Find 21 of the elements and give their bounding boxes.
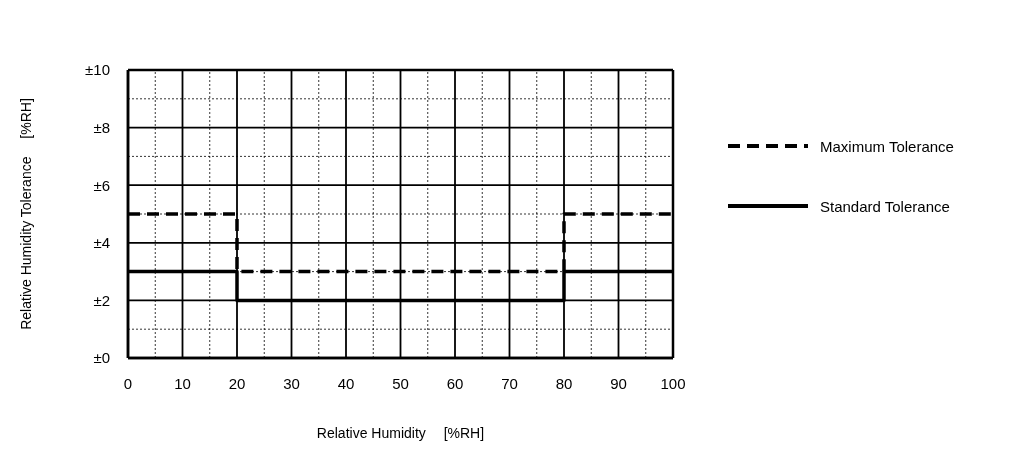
y-tick-label: ±8 xyxy=(93,118,110,136)
x-tick-label: 50 xyxy=(392,374,409,392)
y-tick-label: ±2 xyxy=(93,291,110,309)
x-tick-label: 90 xyxy=(610,374,627,392)
x-tick-label: 10 xyxy=(174,374,191,392)
x-tick-label: 20 xyxy=(228,374,246,392)
y-tick-label: ±6 xyxy=(93,176,110,194)
x-tick-label: 70 xyxy=(501,374,518,392)
x-tick-label: 0 xyxy=(123,374,133,392)
x-axis-title: Relative Humidity [%RH] xyxy=(316,425,485,441)
y-tick-label: ±0 xyxy=(93,349,110,367)
x-tick-label: 30 xyxy=(283,374,300,392)
x-tick-label: 80 xyxy=(555,374,573,392)
text: Standard Tolerance xyxy=(820,197,950,215)
y-axis-title: Relative Humidity Tolerance [%RH] xyxy=(17,98,34,330)
x-tick-label: 40 xyxy=(337,374,355,392)
y-tick-label: ±10 xyxy=(85,61,110,79)
text: Maximum Tolerance xyxy=(820,137,954,155)
y-tick-label: ±4 xyxy=(93,234,110,252)
x-tick-label: 60 xyxy=(446,374,464,392)
x-tick-label: 100 xyxy=(660,374,686,392)
